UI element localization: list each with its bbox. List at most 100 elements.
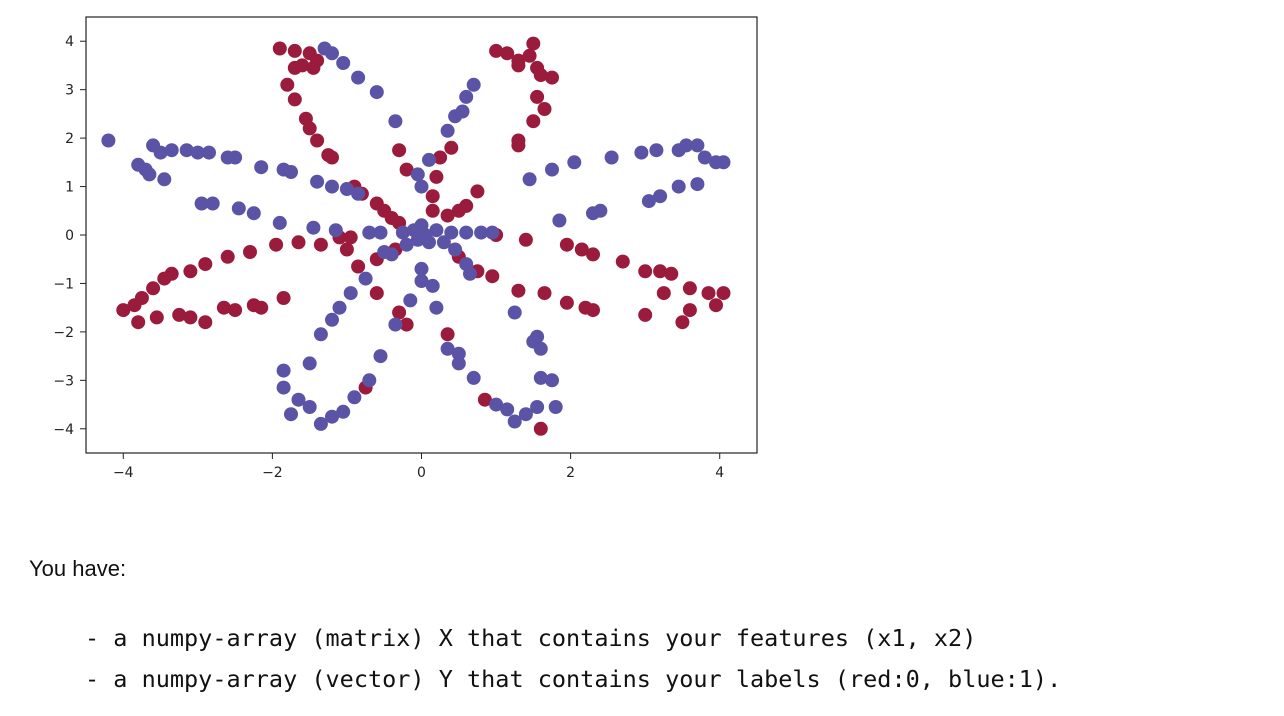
- scatter-point-class-1-65: [455, 104, 470, 119]
- scatter-point-class-1-102: [429, 300, 444, 315]
- scatter-point-class-0-58: [675, 315, 690, 330]
- scatter-point-class-0-75: [220, 249, 235, 264]
- scatter-point-class-1-73: [362, 373, 377, 388]
- scatter-point-class-1-88: [507, 414, 522, 429]
- code-line-labels: - a numpy-array (vector) Y that contains…: [85, 665, 1062, 693]
- scatter-point-class-0-46: [574, 242, 589, 257]
- scatter-point-class-1-56: [369, 85, 384, 100]
- axes: −4 −2 0 2 4 4 3 2 1 0 −1 −2 −3 −4: [53, 16, 758, 481]
- scatter-point-class-1-26: [328, 223, 343, 238]
- scatter-point-class-1-27: [362, 225, 377, 240]
- scatter-point-class-1-85: [358, 271, 373, 286]
- scatter-point-class-0-93: [146, 281, 161, 296]
- scatter-plot: −4 −2 0 2 4 4 3 2 1 0 −1 −2 −3 −4: [53, 16, 758, 481]
- scatter-point-class-0-8: [302, 121, 317, 136]
- scatter-point-class-1-55: [351, 70, 366, 85]
- scatter-point-class-1-113: [436, 235, 451, 250]
- scatter-point-class-1-11: [254, 160, 269, 175]
- scatter-point-class-1-77: [414, 274, 429, 288]
- scatter-point-class-1-8: [202, 145, 216, 160]
- scatter-point-class-1-20: [194, 196, 209, 211]
- scatter-point-class-0-21: [500, 46, 515, 61]
- scatter-point-class-1-61: [440, 123, 455, 138]
- x-tick-label: 0: [417, 465, 426, 481]
- scatter-point-class-0-56: [716, 286, 731, 301]
- y-tick-label: 3: [65, 83, 74, 99]
- scatter-point-class-0-104: [392, 143, 407, 158]
- scatter-point-class-1-66: [276, 380, 291, 395]
- scatter-point-class-1-108: [410, 232, 425, 247]
- scatter-point-class-0-28: [537, 102, 552, 116]
- scatter-point-class-0-50: [653, 264, 668, 279]
- scatter-point-class-0-97: [399, 317, 414, 332]
- scatter-point-class-1-91: [533, 370, 548, 385]
- scatter-point-class-1-5: [164, 143, 179, 158]
- scatter-point-class-1-92: [545, 373, 559, 388]
- scatter-point-class-1-118: [377, 245, 392, 259]
- scatter-point-class-0-39: [440, 208, 455, 223]
- code-block: - a numpy-array (matrix) X that contains…: [85, 618, 1061, 700]
- scatter-point-class-1-64: [466, 77, 481, 92]
- scatter-point-class-1-58: [410, 167, 425, 182]
- scatter-point-class-1-44: [690, 177, 705, 192]
- scatter-point-class-1-114: [448, 242, 463, 257]
- scatter-point-class-0-92: [276, 291, 291, 305]
- scatter-point-class-0-67: [586, 303, 600, 318]
- scatter-point-class-1-17: [351, 186, 366, 201]
- scatter-point-class-0-96: [392, 305, 407, 320]
- scatter-point-class-0-34: [429, 169, 444, 184]
- y-tick-label: −4: [53, 422, 74, 438]
- scatter-point-class-0-33: [433, 150, 448, 165]
- scatter-point-class-1-67: [291, 392, 306, 407]
- scatter-point-class-0-24: [526, 36, 541, 51]
- scatter-point-class-1-82: [325, 312, 339, 327]
- scatter-point-class-0-53: [656, 286, 671, 301]
- scatter-point-class-0-31: [511, 138, 526, 153]
- scatter-point-class-1-84: [343, 286, 358, 301]
- scatter-point-class-1-103: [425, 278, 440, 293]
- scatter-point-class-0-23: [522, 48, 537, 63]
- scatter-point-class-1-60: [422, 152, 436, 167]
- scatter-point-class-1-75: [388, 317, 403, 332]
- scatter-point-class-0-103: [343, 230, 358, 245]
- scatter-point-class-1-37: [604, 150, 619, 165]
- scatter-point-class-1-97: [507, 305, 522, 320]
- scatter-point-class-0-55: [701, 286, 716, 301]
- scatter-point-class-1-51: [444, 225, 459, 240]
- scatter-point-class-0-88: [216, 300, 231, 315]
- scatter-point-class-0-99: [477, 392, 492, 407]
- scatter-point-class-0-65: [559, 295, 574, 310]
- scatter-point-class-1-101: [451, 356, 466, 371]
- scatter-point-class-1-10: [228, 150, 243, 165]
- scatter-point-class-1-74: [373, 349, 388, 364]
- y-tick-label: −2: [53, 325, 74, 341]
- scatter-point-class-1-24: [272, 215, 287, 230]
- scatter-point-class-1-96: [530, 329, 545, 344]
- scatter-point-class-1-80: [276, 363, 291, 378]
- scatter-point-class-0-100: [533, 421, 548, 436]
- scatter-point-class-0-70: [339, 242, 354, 257]
- scatter-point-class-0-20: [489, 43, 504, 58]
- x-tick-label: 2: [566, 465, 575, 481]
- scatter-point-class-1-46: [593, 203, 608, 218]
- scatter-point-class-1-104: [414, 261, 429, 276]
- scatter-point-class-0-35: [425, 189, 440, 204]
- scatter-point-class-1-111: [429, 223, 444, 238]
- scatter-point-class-0-82: [116, 303, 131, 318]
- scatter-point-class-0-94: [351, 259, 366, 274]
- scatter-point-class-1-50: [459, 225, 474, 240]
- scatter-point-class-1-98: [440, 341, 455, 356]
- scatter-point-class-0-54: [682, 281, 697, 296]
- scatter-point-class-0-105: [399, 162, 414, 177]
- plot-area: [101, 36, 731, 436]
- scatter-point-class-0-51: [664, 266, 679, 281]
- scatter-point-class-1-35: [649, 143, 664, 158]
- scatter-point-class-0-71: [313, 237, 328, 252]
- y-tick-label: −1: [53, 276, 74, 292]
- scatter-point-class-0-36: [425, 203, 440, 218]
- scatter-point-class-1-0: [101, 133, 116, 148]
- scatter-point-class-1-68: [302, 400, 317, 414]
- x-tick-label: −4: [113, 465, 134, 481]
- scatter-point-class-0-44: [518, 232, 533, 247]
- scatter-point-class-0-89: [228, 303, 243, 318]
